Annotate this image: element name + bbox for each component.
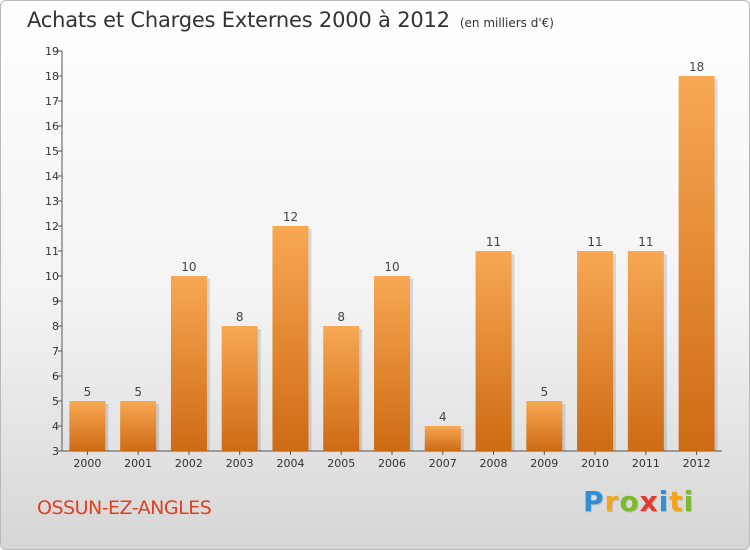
logo-letter: r	[604, 485, 620, 518]
bar-value-label: 5	[84, 385, 92, 399]
y-tick-label: 3	[52, 445, 59, 458]
x-tick-label: 2004	[276, 457, 304, 470]
y-tick-label: 15	[45, 145, 59, 158]
y-tick-label: 6	[52, 370, 59, 383]
chart-bars	[69, 76, 718, 451]
bar-value-label: 8	[337, 310, 345, 324]
x-tick-label: 2011	[632, 457, 660, 470]
bar-value-label: 10	[384, 260, 399, 274]
y-tick-label: 14	[45, 170, 59, 183]
x-tick-label: 2003	[226, 457, 254, 470]
x-tick-label: 2008	[480, 457, 508, 470]
bar	[577, 251, 614, 451]
y-tick-label: 8	[52, 320, 59, 333]
bar-value-label: 18	[689, 60, 704, 74]
chart-labels: 2000 5 2001 5 2002 10 2003 8 2004 12 2005 8 2006 10 20…	[73, 60, 710, 470]
y-tick-label: 19	[45, 45, 59, 58]
commune-name: OSSUN-EZ-ANGLES	[37, 497, 212, 519]
logo-letter: o	[619, 485, 640, 518]
bar-value-label: 4	[439, 410, 447, 424]
bar-value-label: 11	[638, 235, 653, 249]
chart-subtitle: (en milliers d'€)	[459, 16, 554, 30]
bar	[627, 251, 664, 451]
bar-value-label: 11	[587, 235, 602, 249]
y-tick-label: 13	[45, 195, 59, 208]
bar-value-label: 5	[134, 385, 142, 399]
y-tick-label: 16	[45, 120, 59, 133]
bar	[374, 276, 410, 451]
bar-value-label: 5	[540, 385, 548, 399]
logo-letter: x	[639, 485, 659, 518]
bar	[323, 326, 360, 451]
y-tick-label: 9	[52, 295, 59, 308]
bar	[69, 401, 106, 451]
x-tick-label: 2000	[73, 457, 101, 470]
bar-value-label: 11	[486, 235, 501, 249]
x-tick-label: 2012	[683, 457, 711, 470]
x-tick-label: 2007	[429, 457, 457, 470]
x-tick-label: 2009	[530, 457, 558, 470]
bar	[678, 76, 715, 451]
x-tick-label: 2010	[581, 457, 609, 470]
bar	[120, 401, 157, 451]
y-tick-label: 11	[45, 245, 59, 258]
chart-title-main: Achats et Charges Externes 2000 à 2012	[27, 8, 450, 32]
bar	[526, 401, 563, 451]
bar	[424, 426, 461, 451]
bar-value-label: 8	[236, 310, 244, 324]
logo-letter: t	[669, 485, 684, 518]
y-tick-label: 5	[52, 395, 59, 408]
bar-value-label: 10	[181, 260, 196, 274]
x-tick-label: 2006	[378, 457, 406, 470]
chart-title: Achats et Charges Externes 2000 à 2012 (e…	[27, 8, 554, 32]
y-tick-label: 18	[45, 70, 59, 83]
logo-letter: i	[683, 485, 695, 518]
y-tick-label: 17	[45, 95, 59, 108]
logo-letter: P	[583, 485, 605, 518]
x-tick-label: 2005	[327, 457, 355, 470]
logo-letter: i	[658, 485, 670, 518]
y-tick-label: 10	[45, 270, 59, 283]
y-tick-label: 4	[52, 420, 59, 433]
y-tick-label: 7	[52, 345, 59, 358]
proxiti-logo: Proxiti	[583, 485, 694, 518]
bar-value-label: 12	[283, 210, 298, 224]
x-tick-label: 2002	[175, 457, 203, 470]
bar	[475, 251, 512, 451]
bar	[170, 276, 207, 451]
bar	[272, 226, 309, 451]
x-tick-label: 2001	[124, 457, 152, 470]
bar	[221, 326, 258, 451]
y-tick-label: 12	[45, 220, 59, 233]
